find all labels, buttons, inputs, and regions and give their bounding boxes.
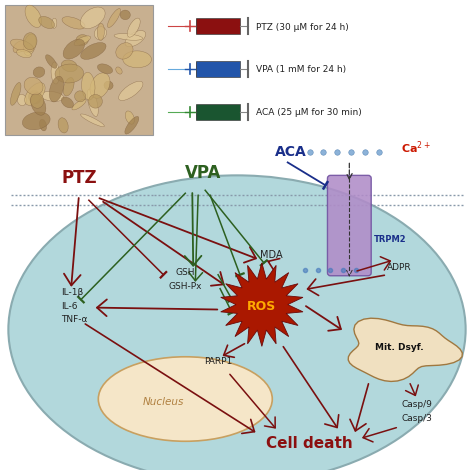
Ellipse shape	[13, 41, 26, 53]
Text: ROS: ROS	[247, 300, 276, 313]
Ellipse shape	[46, 55, 57, 68]
Text: ACA (25 μM for 30 min): ACA (25 μM for 30 min)	[256, 108, 362, 117]
Text: PTZ (30 μM for 24 h): PTZ (30 μM for 24 h)	[256, 23, 349, 32]
Ellipse shape	[116, 43, 133, 59]
Polygon shape	[196, 62, 226, 76]
Text: GSH: GSH	[175, 268, 195, 277]
Ellipse shape	[94, 27, 107, 40]
Ellipse shape	[90, 73, 110, 98]
Text: Cell death: Cell death	[266, 436, 353, 451]
Text: PTZ: PTZ	[61, 170, 97, 187]
Text: PARP1: PARP1	[204, 357, 232, 366]
Ellipse shape	[10, 39, 34, 52]
Ellipse shape	[24, 77, 43, 95]
Ellipse shape	[125, 111, 135, 124]
FancyBboxPatch shape	[196, 61, 240, 77]
Text: TNF-α: TNF-α	[61, 316, 88, 325]
Ellipse shape	[76, 35, 89, 46]
Ellipse shape	[17, 49, 31, 57]
Ellipse shape	[72, 99, 86, 110]
Ellipse shape	[87, 89, 98, 116]
Text: Ca$^{2+}$: Ca$^{2+}$	[401, 139, 431, 156]
FancyBboxPatch shape	[196, 18, 240, 34]
Ellipse shape	[28, 90, 41, 104]
Text: MDA: MDA	[261, 250, 283, 260]
Ellipse shape	[39, 119, 46, 131]
Ellipse shape	[51, 62, 59, 84]
Ellipse shape	[52, 18, 57, 28]
Ellipse shape	[98, 357, 272, 441]
Ellipse shape	[39, 16, 55, 29]
Text: IL-6: IL-6	[61, 301, 78, 310]
Ellipse shape	[25, 5, 42, 27]
Ellipse shape	[63, 78, 74, 96]
Ellipse shape	[81, 114, 104, 127]
Ellipse shape	[74, 36, 91, 46]
Text: ACA: ACA	[275, 146, 307, 160]
Ellipse shape	[74, 91, 86, 102]
Polygon shape	[221, 263, 303, 346]
Ellipse shape	[10, 82, 21, 106]
Text: IL-1β: IL-1β	[61, 288, 83, 297]
Text: Nucleus: Nucleus	[143, 397, 184, 407]
Ellipse shape	[108, 8, 120, 28]
Text: Mit. Dsyf.: Mit. Dsyf.	[375, 343, 423, 352]
Ellipse shape	[97, 23, 104, 41]
Ellipse shape	[62, 16, 85, 29]
Ellipse shape	[120, 10, 130, 20]
Ellipse shape	[125, 116, 139, 134]
Ellipse shape	[55, 64, 83, 83]
Text: Casp/9: Casp/9	[401, 400, 432, 409]
Ellipse shape	[63, 39, 84, 59]
Ellipse shape	[9, 175, 465, 471]
Ellipse shape	[98, 64, 113, 73]
Ellipse shape	[61, 97, 73, 108]
Ellipse shape	[81, 7, 105, 29]
Ellipse shape	[118, 81, 143, 100]
Ellipse shape	[41, 91, 64, 101]
FancyBboxPatch shape	[196, 104, 240, 120]
Ellipse shape	[114, 33, 143, 40]
Ellipse shape	[58, 118, 68, 133]
Polygon shape	[196, 19, 226, 33]
Text: Casp/3: Casp/3	[401, 414, 432, 423]
Ellipse shape	[33, 67, 45, 77]
Ellipse shape	[123, 51, 152, 68]
Ellipse shape	[125, 31, 146, 47]
Ellipse shape	[82, 72, 95, 100]
Text: VPA: VPA	[185, 164, 222, 182]
Ellipse shape	[89, 95, 102, 108]
Ellipse shape	[128, 18, 140, 37]
Bar	[5, 5, 153, 135]
Ellipse shape	[116, 67, 122, 74]
Ellipse shape	[104, 81, 113, 89]
Ellipse shape	[61, 60, 77, 72]
Ellipse shape	[17, 94, 27, 106]
Ellipse shape	[25, 83, 45, 105]
Text: GSH-Px: GSH-Px	[169, 282, 202, 291]
Text: VPA (1 mM for 24 h): VPA (1 mM for 24 h)	[256, 65, 346, 74]
Polygon shape	[196, 105, 226, 119]
FancyBboxPatch shape	[328, 175, 371, 276]
Ellipse shape	[23, 32, 37, 50]
Ellipse shape	[23, 34, 36, 56]
Text: ADPR: ADPR	[387, 263, 411, 272]
Ellipse shape	[22, 112, 50, 130]
Ellipse shape	[31, 94, 46, 115]
Text: TRPM2: TRPM2	[374, 236, 407, 244]
Ellipse shape	[81, 42, 106, 59]
Ellipse shape	[49, 76, 64, 102]
Ellipse shape	[30, 93, 44, 108]
Polygon shape	[348, 318, 462, 382]
